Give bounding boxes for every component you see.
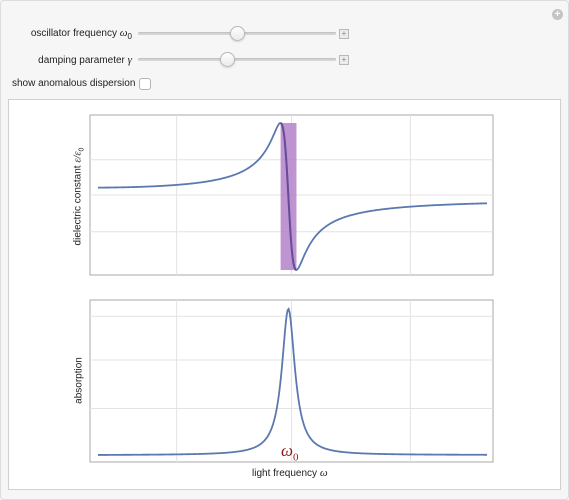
damping-parameter-slider-track[interactable] — [138, 58, 336, 61]
oscillator-frequency-plus-icon[interactable]: + — [339, 29, 349, 39]
oscillator-frequency-label: oscillator frequency ω0 — [31, 27, 132, 41]
anomalous-dispersion-checkbox[interactable] — [139, 78, 151, 90]
damping-parameter-slider-thumb[interactable] — [220, 52, 236, 67]
omega0-marker-subscript: 0 — [293, 451, 299, 464]
absorption-ylabel: absorption — [73, 357, 85, 404]
anomalous-dispersion-label: show anomalous dispersion — [12, 78, 135, 89]
oscillator-frequency-slider-thumb[interactable] — [229, 26, 245, 41]
dielectric-plot — [89, 114, 494, 276]
omega-symbol: ω — [119, 27, 128, 39]
frequency-xlabel: light frequency ω — [252, 467, 328, 479]
dielectric-ylabel-text: dielectric constant — [72, 162, 84, 246]
omega-xlabel-symbol: ω — [319, 467, 328, 479]
omega0-marker-symbol: ω — [281, 441, 294, 460]
omega-subscript: 0 — [127, 32, 132, 41]
omega0-marker-label: ω0 — [281, 441, 299, 463]
oscillator-frequency-label-text: oscillator frequency — [30, 28, 117, 39]
expand-panel-icon[interactable]: + — [552, 9, 563, 20]
frequency-xlabel-text: light frequency — [252, 468, 320, 479]
anomalous-dispersion-label-text: show anomalous dispersion — [12, 78, 136, 89]
gamma-symbol: γ — [127, 54, 132, 66]
dielectric-curve-anomalous-segment — [280, 122, 297, 271]
absorption-plot — [89, 299, 494, 463]
absorption-curve — [98, 307, 487, 456]
damping-parameter-label: damping parameter γ — [38, 54, 132, 66]
epsilon-symbol: ε/ε — [72, 151, 84, 163]
epsilon-subscript: 0 — [78, 147, 86, 152]
damping-parameter-plus-icon[interactable]: + — [339, 55, 349, 65]
dielectric-ylabel: dielectric constant ε/ε0 — [73, 129, 86, 265]
damping-parameter-label-text: damping parameter — [38, 55, 125, 66]
